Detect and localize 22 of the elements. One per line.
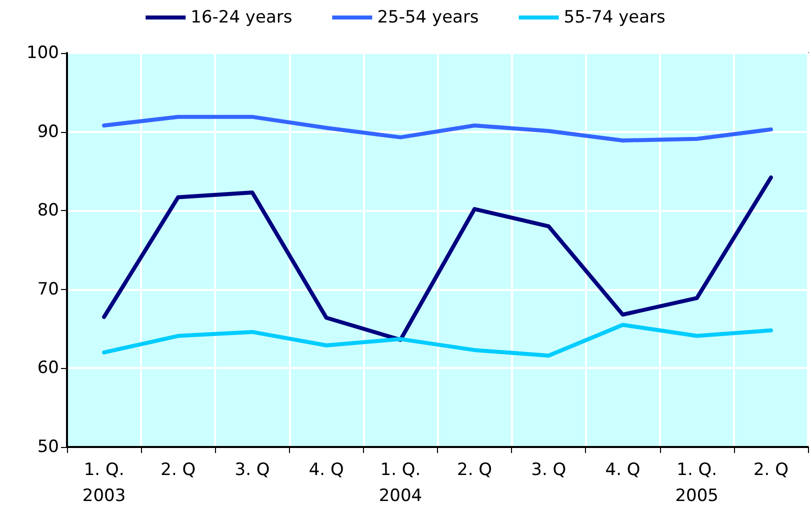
line-series bbox=[102, 322, 773, 358]
x-tick-label: 3. Q bbox=[234, 460, 270, 480]
x-tick-label: 1. Q. 2004 bbox=[378, 460, 422, 506]
y-tick-label: 70 bbox=[37, 279, 59, 300]
line-series bbox=[102, 114, 773, 142]
x-tick-label: 4. Q bbox=[605, 460, 640, 480]
x-tick-label: 1. Q. 2005 bbox=[675, 460, 718, 506]
y-tick-label: 50 bbox=[37, 437, 59, 457]
y-tick-label: 60 bbox=[37, 358, 59, 378]
y-tick-label: 100 bbox=[26, 43, 59, 63]
x-tick-label: 2. Q bbox=[160, 460, 196, 480]
x-tick-label: 4. Q bbox=[308, 460, 344, 480]
x-tick-label: 3. Q bbox=[531, 460, 566, 480]
x-tick-label: 1. Q. 2003 bbox=[82, 460, 126, 506]
y-tick-label: 90 bbox=[37, 122, 59, 142]
legend-label: 55-74 years bbox=[564, 8, 666, 28]
line-series bbox=[102, 176, 773, 342]
legend-label: 16-24 years bbox=[190, 8, 292, 28]
legend-label: 25-54 years bbox=[377, 8, 479, 28]
x-tick-label: 2. Q bbox=[457, 460, 492, 480]
y-tick-label: 80 bbox=[37, 200, 59, 221]
x-tick-label: 2. Q bbox=[753, 460, 788, 480]
